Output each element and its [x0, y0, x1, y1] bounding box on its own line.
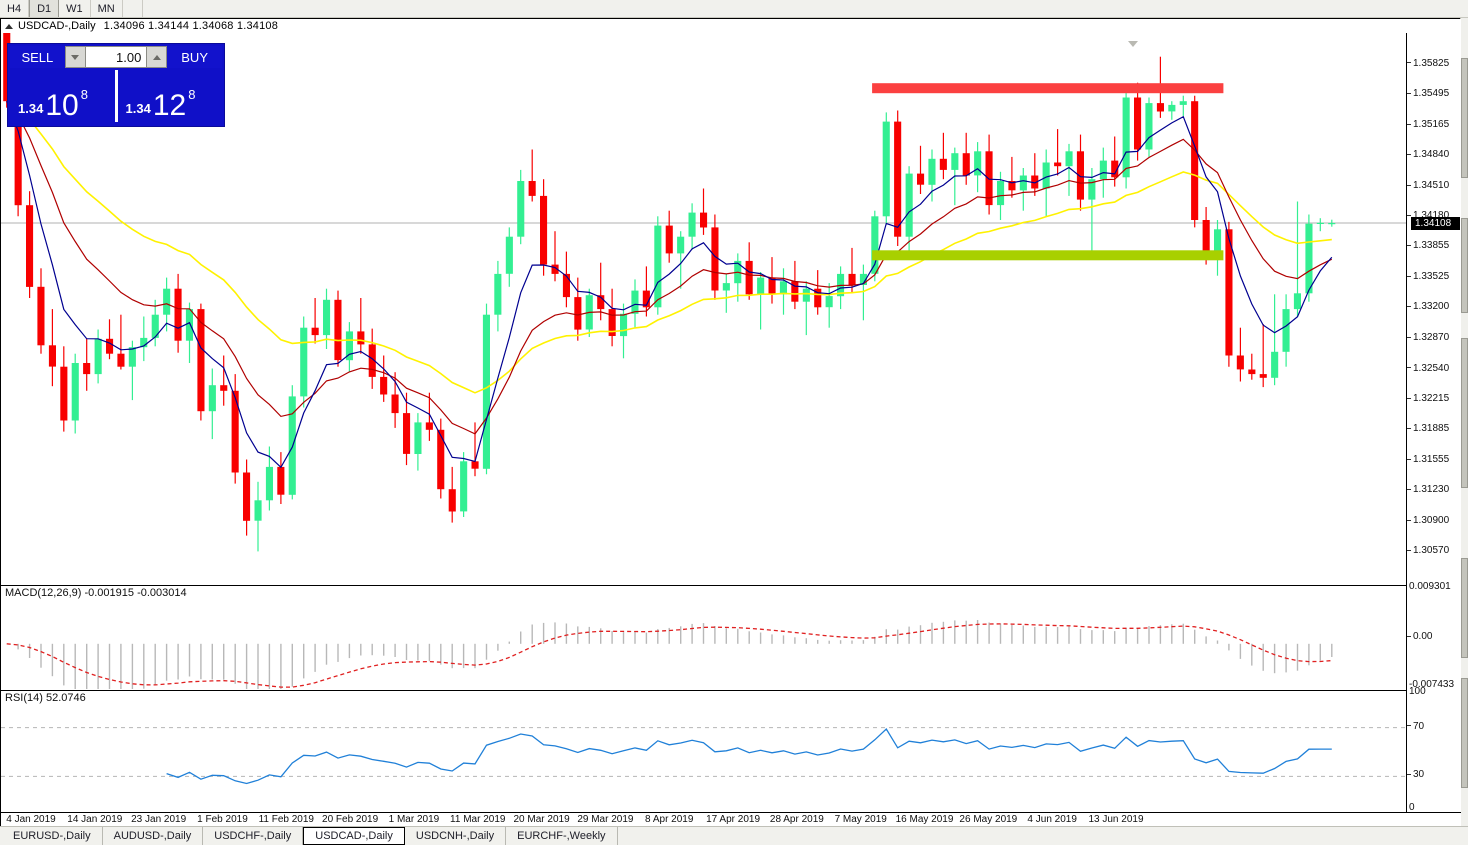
price-tick: 1.32215 — [1407, 393, 1462, 405]
vertical-scrollbar[interactable] — [1460, 18, 1468, 826]
chart-tab-audusd[interactable]: AUDUSD-,Daily — [103, 827, 204, 845]
price-tick: 1.34840 — [1407, 149, 1462, 161]
scroll-position-marker-icon — [1128, 41, 1138, 47]
price-tick: 1.31230 — [1407, 484, 1462, 496]
rsi-tick: 70 — [1407, 721, 1462, 733]
price-chart-svg — [1, 33, 1406, 552]
toolbar-spacer — [123, 0, 143, 17]
price-pane[interactable] — [1, 33, 1406, 582]
oct-price-row: 1.34 10 8 1.34 12 8 — [8, 70, 224, 124]
scrollbar-thumb[interactable] — [1461, 338, 1468, 488]
timeframe-d1[interactable]: D1 — [29, 0, 60, 17]
current-price-badge: 1.34108 — [1411, 216, 1460, 230]
chart-tab-usdcnh[interactable]: USDCNH-,Daily — [405, 827, 507, 845]
price-tick: 1.32540 — [1407, 363, 1462, 375]
rsi-tick: 30 — [1407, 769, 1462, 781]
rsi-tick: 0 — [1409, 802, 1415, 813]
time-axis-label: 20 Mar 2019 — [513, 814, 570, 825]
timeframe-mn[interactable]: MN — [91, 0, 123, 17]
time-axis-label: 29 Mar 2019 — [577, 814, 634, 825]
time-axis-label: 16 May 2019 — [895, 814, 954, 825]
scrollbar-thumb[interactable] — [1461, 558, 1468, 658]
buy-price-display[interactable]: 1.34 12 8 — [114, 70, 223, 122]
price-tick: 1.34180 — [1407, 210, 1462, 222]
oct-top-row: SELL 1.00 BUY — [8, 44, 224, 70]
volume-increase-button[interactable] — [146, 46, 168, 68]
time-axis-label: 26 May 2019 — [959, 814, 1018, 825]
chevron-up-icon — [152, 54, 161, 60]
macd-tick: 0.00 — [1407, 631, 1462, 643]
price-scale[interactable]: 1.35825 1.35495 1.35165 1.34840 1.34510 1.341… — [1406, 33, 1462, 813]
time-axis-label: 8 Apr 2019 — [645, 814, 694, 825]
chart-tab-eurusd[interactable]: EURUSD-,Daily — [2, 827, 103, 845]
price-tick: 1.31555 — [1407, 454, 1462, 466]
volume-decrease-button[interactable] — [64, 46, 86, 68]
sell-price-prefix: 1.34 — [18, 101, 44, 116]
price-tick: 1.30570 — [1407, 545, 1462, 557]
macd-chart-svg — [6, 620, 1333, 689]
price-tick: 1.35165 — [1407, 119, 1462, 131]
timeframe-h4[interactable]: H4 — [0, 0, 30, 17]
chart-window: USDCAD-,Daily 1.34096 1.34144 1.34068 1.… — [0, 18, 1462, 826]
sell-button[interactable]: SELL — [10, 46, 65, 68]
price-tick: 1.31885 — [1407, 423, 1462, 435]
time-axis-label: 11 Mar 2019 — [450, 814, 506, 825]
time-axis-label: 4 Jan 2019 — [6, 814, 56, 825]
timeframe-toolbar: H4 D1 W1 MN — [0, 0, 1468, 18]
macd-tick: -0.007433 — [1409, 679, 1455, 690]
price-tick: 1.30900 — [1407, 515, 1462, 527]
macd-pane[interactable]: MACD(12,26,9) -0.001915 -0.003014 — [1, 585, 1406, 689]
time-axis-label: 14 Jan 2019 — [67, 814, 123, 825]
chevron-down-icon — [71, 54, 80, 60]
price-tick: 1.34510 — [1407, 180, 1462, 192]
time-axis-label: 28 Apr 2019 — [769, 814, 824, 825]
time-axis-label: 11 Feb 2019 — [258, 814, 314, 825]
time-axis-label: 17 Apr 2019 — [706, 814, 761, 825]
time-axis-label: 1 Feb 2019 — [197, 814, 248, 825]
time-axis-label: 23 Jan 2019 — [131, 814, 187, 825]
price-tick: 1.33855 — [1407, 240, 1462, 252]
buy-price-prefix: 1.34 — [125, 101, 151, 116]
price-tick: 1.35825 — [1407, 58, 1462, 70]
time-axis-label: 20 Feb 2019 — [322, 814, 379, 825]
price-tick: 1.33200 — [1407, 301, 1462, 313]
buy-price-point: 8 — [188, 87, 196, 102]
scrollbar-thumb[interactable] — [1461, 58, 1468, 178]
time-axis-label: 1 Mar 2019 — [388, 814, 440, 825]
chart-tab-usdchf[interactable]: USDCHF-,Daily — [203, 827, 304, 845]
rsi-tick: 100 — [1409, 686, 1426, 697]
scrollbar-thumb[interactable] — [1461, 218, 1468, 313]
buy-button[interactable]: BUY — [167, 46, 223, 68]
buy-price-big: 12 — [152, 88, 187, 122]
chart-tab-usdcad[interactable]: USDCAD-,Daily — [303, 827, 405, 845]
time-axis-label: 7 May 2019 — [834, 814, 887, 825]
rsi-pane[interactable]: RSI(14) 52.0746 — [1, 690, 1406, 812]
collapse-triangle-icon[interactable] — [5, 23, 13, 29]
price-tick: 1.33525 — [1407, 271, 1462, 283]
time-axis-label: 13 Jun 2019 — [1088, 814, 1144, 825]
scrollbar-thumb[interactable] — [1461, 678, 1468, 788]
one-click-trading-panel[interactable]: SELL 1.00 BUY 1.34 10 8 1.34 12 8 — [7, 43, 225, 127]
chart-header: USDCAD-,Daily 1.34096 1.34144 1.34068 1.… — [1, 19, 1461, 33]
rsi-chart-svg — [1, 727, 1406, 785]
price-tick: 1.35495 — [1407, 88, 1462, 100]
chart-tab-eurchf[interactable]: EURCHF-,Weekly — [506, 827, 618, 845]
chart-symbol-label: USDCAD-,Daily — [18, 20, 96, 32]
chart-ohlc-values: 1.34096 1.34144 1.34068 1.34108 — [103, 20, 279, 32]
sell-price-big: 10 — [45, 88, 79, 122]
time-scale[interactable]: 4 Jan 2019 14 Jan 2019 23 Jan 2019 1 Feb 20… — [1, 812, 1461, 826]
volume-input[interactable]: 1.00 — [85, 46, 147, 68]
sell-price-point: 8 — [80, 87, 88, 102]
timeframe-w1[interactable]: W1 — [59, 0, 91, 17]
macd-tick: 0.009301 — [1409, 581, 1451, 592]
chart-tab-bar: EURUSD-,Daily AUDUSD-,Daily USDCHF-,Daily U… — [0, 826, 1468, 845]
sell-price-display[interactable]: 1.34 10 8 — [10, 70, 115, 122]
price-tick: 1.32870 — [1407, 332, 1462, 344]
time-axis-label: 4 Jun 2019 — [1027, 814, 1077, 825]
